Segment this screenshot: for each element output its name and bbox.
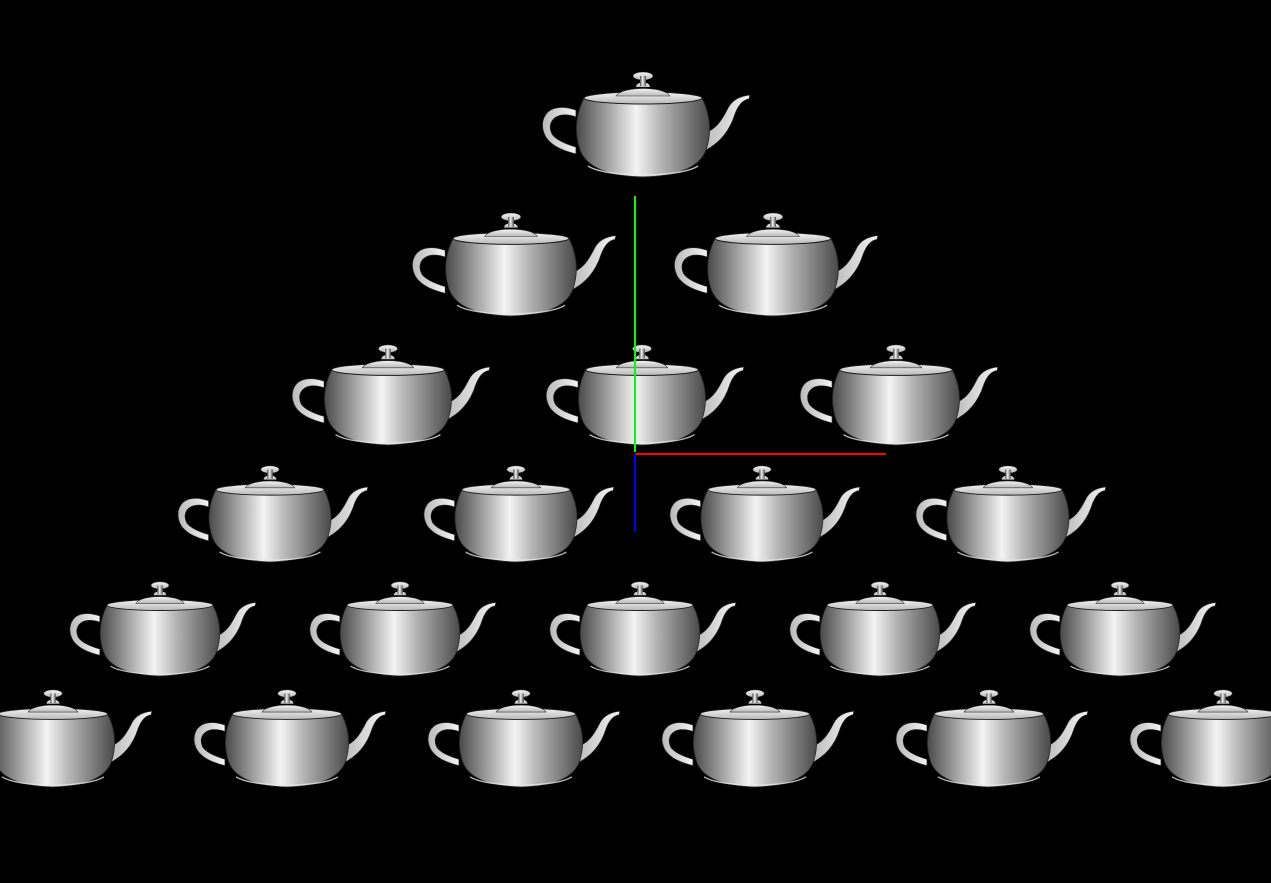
teapot-r2-c1	[411, 212, 617, 317]
teapot-r3-c3	[799, 344, 999, 446]
teapot-r6-c6	[1129, 689, 1271, 788]
teapot-r5-c3	[549, 581, 737, 677]
teapot-r5-c4	[789, 581, 977, 677]
teapot-r2-c2	[673, 212, 879, 317]
teapot-r4-c3	[669, 465, 861, 563]
world-axes-gizmo	[634, 196, 886, 532]
teapot-r1-c1	[541, 71, 751, 178]
teapot-r6-c5	[895, 689, 1089, 788]
teapot-r5-c5	[1029, 581, 1217, 677]
teapot-r3-c2	[545, 344, 745, 446]
teapot-r3-c1	[291, 344, 491, 446]
teapot-r4-c2	[423, 465, 615, 563]
teapot-r5-c2	[309, 581, 497, 677]
teapot-r6-c2	[193, 689, 387, 788]
teapot-r4-c1	[177, 465, 369, 563]
teapot-r6-c4	[661, 689, 855, 788]
teapot-r6-c3	[427, 689, 621, 788]
teapot-r5-c1	[69, 581, 257, 677]
teapot-r6-c1	[0, 689, 153, 788]
teapot-r4-c4	[915, 465, 1107, 563]
